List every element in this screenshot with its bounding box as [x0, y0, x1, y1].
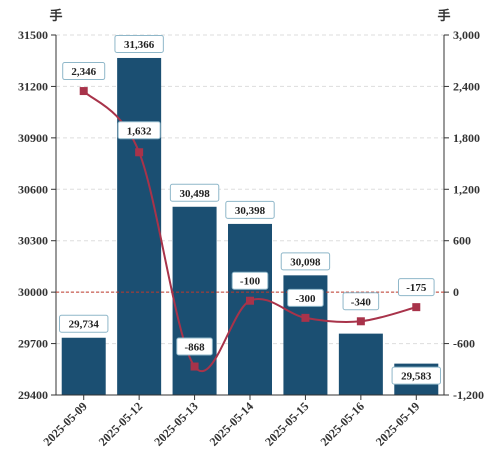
left-axis-tick-label: 29400	[18, 388, 48, 402]
left-axis-tick-label: 31200	[18, 79, 48, 93]
line-value-label-box	[287, 288, 324, 307]
line-point-marker	[246, 296, 254, 305]
left-axis-tick-label: 30600	[18, 182, 48, 196]
line-point-marker	[301, 313, 310, 322]
x-axis-tick-label: 2025-05-13	[151, 399, 200, 448]
right-axis-tick-label: 0	[453, 285, 459, 299]
line-value-label: -175	[406, 282, 427, 294]
line-value-label: -300	[295, 293, 316, 305]
line-value-label-box	[231, 271, 269, 290]
data-labels: 29,734 31,366 30,498 30,398 30,098 29,583 2,34…	[59, 34, 441, 385]
line-value-label: 2,346	[71, 66, 96, 78]
line-point-marker	[190, 362, 199, 371]
left-axis-tick-label: 30300	[18, 234, 48, 248]
bar	[117, 57, 162, 395]
right-axis-tick-label: 600	[453, 234, 471, 248]
bar-value-label: 30,398	[235, 205, 266, 217]
left-axis-unit: 手	[49, 8, 62, 24]
left-axis-tick-label: 30900	[18, 131, 48, 145]
line-value-label-box	[117, 121, 161, 140]
x-axis-tick-label: 2025-05-09	[40, 399, 89, 448]
line-value-label-box	[176, 337, 213, 356]
line-point-marker	[135, 148, 144, 157]
line-value-label-box	[342, 292, 380, 311]
line-value-label: -340	[351, 296, 372, 308]
right-axis-tick-label: -600	[453, 337, 475, 351]
right-axis-unit: 手	[437, 8, 450, 24]
bar-value-label-box	[169, 183, 220, 202]
bar	[228, 223, 272, 395]
line-point-marker	[79, 87, 88, 96]
x-axis-tick-label: 2025-05-16	[317, 399, 366, 448]
bar-value-label-box	[114, 34, 164, 53]
line-value-label-box	[397, 278, 435, 297]
left-axis-tick-label: 31500	[18, 28, 48, 42]
right-axis-tick-label: 3,000	[453, 28, 480, 42]
bar-value-label: 30,098	[290, 256, 321, 268]
bar-value-label-box	[59, 314, 109, 333]
right-axis-tick-label: 1,800	[453, 131, 480, 145]
bar-value-label-box	[391, 366, 441, 385]
bar-value-label: 31,366	[124, 39, 155, 51]
x-axis-tick-label: 2025-05-15	[262, 399, 311, 448]
line-value-label: -100	[240, 276, 261, 288]
bar-value-label: 29,734	[69, 319, 100, 331]
bar	[61, 337, 106, 395]
line-value-label-box	[62, 62, 106, 81]
right-axis-tick-label: 1,200	[453, 182, 480, 196]
bar-value-label: 29,583	[401, 371, 432, 383]
x-axis-tick-label: 2025-05-12	[96, 399, 145, 448]
bar-value-label: 30,498	[179, 188, 210, 200]
bar-value-label-box	[280, 252, 331, 271]
x-axis-tick-label: 2025-05-19	[373, 399, 422, 448]
bar-series	[61, 57, 439, 395]
line-series	[56, 87, 444, 372]
x-axis-tick-label: 2025-05-14	[207, 399, 256, 448]
right-axis-tick-label: -1,200	[453, 388, 484, 402]
bar	[338, 333, 383, 395]
line-value-label: -868	[184, 342, 205, 354]
line-value-label: 1,632	[127, 125, 152, 137]
left-axis-tick-label: 30000	[18, 285, 48, 299]
right-axis-tick-label: 2,400	[453, 79, 480, 93]
bar-value-label-box	[225, 200, 275, 219]
left-axis-tick-label: 29700	[18, 337, 48, 351]
line-point-marker	[412, 303, 421, 312]
line-point-marker	[356, 317, 365, 326]
